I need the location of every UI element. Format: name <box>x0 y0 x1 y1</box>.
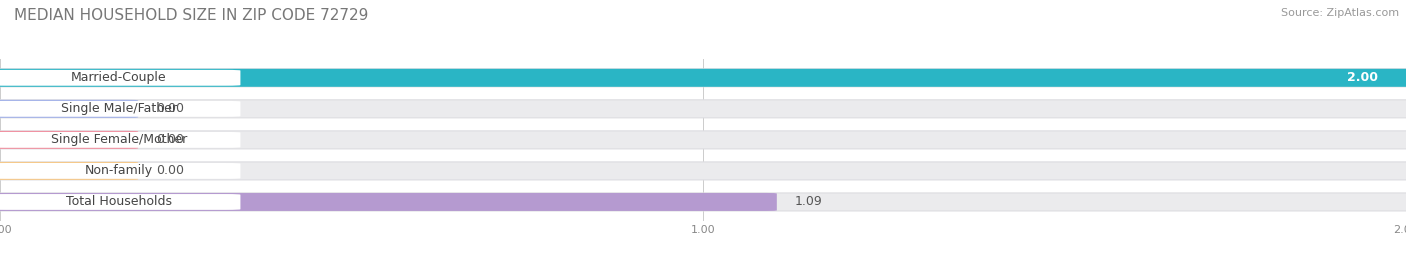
FancyBboxPatch shape <box>0 100 138 118</box>
FancyBboxPatch shape <box>0 131 1406 149</box>
FancyBboxPatch shape <box>0 100 1406 118</box>
FancyBboxPatch shape <box>0 70 240 86</box>
Text: 0.00: 0.00 <box>156 164 184 178</box>
Text: 0.00: 0.00 <box>156 133 184 146</box>
Text: 0.00: 0.00 <box>156 102 184 115</box>
Text: Single Female/Mother: Single Female/Mother <box>51 133 187 146</box>
FancyBboxPatch shape <box>0 163 240 179</box>
FancyBboxPatch shape <box>0 101 240 117</box>
Text: 2.00: 2.00 <box>1347 71 1378 84</box>
FancyBboxPatch shape <box>0 162 138 180</box>
FancyBboxPatch shape <box>0 132 240 148</box>
Text: Source: ZipAtlas.com: Source: ZipAtlas.com <box>1281 8 1399 18</box>
Text: Single Male/Father: Single Male/Father <box>60 102 177 115</box>
Text: Non-family: Non-family <box>84 164 153 178</box>
FancyBboxPatch shape <box>0 131 138 149</box>
FancyBboxPatch shape <box>0 194 240 210</box>
Text: 1.09: 1.09 <box>794 196 823 208</box>
FancyBboxPatch shape <box>0 193 778 211</box>
FancyBboxPatch shape <box>0 69 1406 87</box>
FancyBboxPatch shape <box>0 69 1406 87</box>
Text: Married-Couple: Married-Couple <box>70 71 167 84</box>
Text: Total Households: Total Households <box>66 196 172 208</box>
FancyBboxPatch shape <box>0 162 1406 180</box>
Text: MEDIAN HOUSEHOLD SIZE IN ZIP CODE 72729: MEDIAN HOUSEHOLD SIZE IN ZIP CODE 72729 <box>14 8 368 23</box>
FancyBboxPatch shape <box>0 193 1406 211</box>
